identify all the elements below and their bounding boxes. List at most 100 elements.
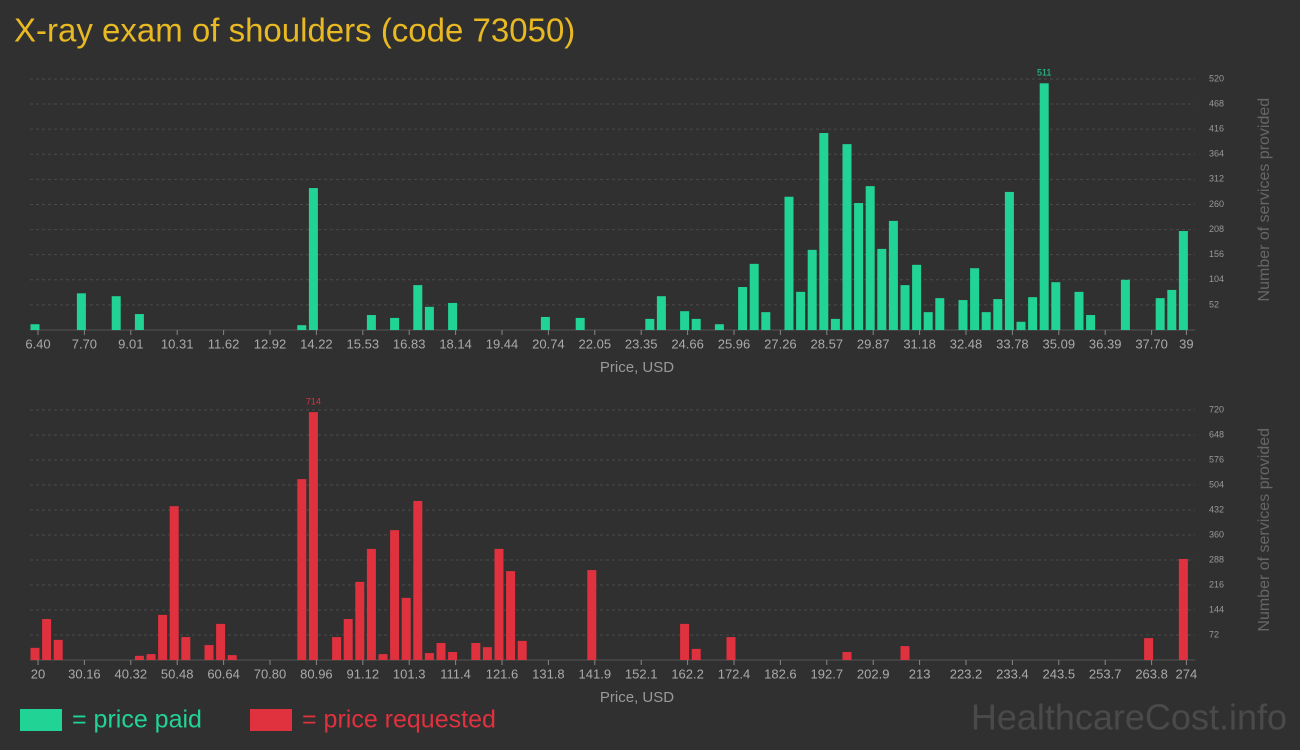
- bar: [1039, 83, 1049, 330]
- x-tick-label: 31.18: [903, 336, 936, 351]
- x-tick-label: 12.92: [254, 336, 287, 351]
- bar: [53, 639, 63, 660]
- bar: [413, 285, 423, 330]
- y-tick-label: 576: [1209, 454, 1224, 464]
- bar: [1004, 191, 1014, 330]
- y-tick-label: 360: [1209, 529, 1224, 539]
- x-tick-label: 182.6: [764, 666, 797, 681]
- x-tick-label: 22.05: [579, 336, 612, 351]
- bar: [1167, 289, 1177, 330]
- y-tick-label: 432: [1209, 504, 1224, 514]
- bar: [366, 315, 376, 330]
- x-tick-label: 10.31: [161, 336, 194, 351]
- x-tick-label: 253.7: [1089, 666, 1122, 681]
- bar: [517, 640, 527, 660]
- bar: [343, 619, 353, 660]
- legend-swatch: [20, 709, 62, 731]
- x-tick-label: 202.9: [857, 666, 890, 681]
- x-tick-label: 40.32: [115, 666, 148, 681]
- bar: [912, 264, 922, 330]
- x-tick-label: 172.4: [718, 666, 751, 681]
- x-tick-label: 121.6: [486, 666, 519, 681]
- x-tick-label: 70.80: [254, 666, 287, 681]
- bar: [575, 317, 585, 330]
- bar: [691, 318, 701, 330]
- x-tick-label: 35.09: [1043, 336, 1076, 351]
- bar: [819, 133, 829, 330]
- bar: [680, 623, 690, 660]
- legend-swatch: [250, 709, 292, 731]
- bar: [111, 296, 121, 330]
- watermark: HealthcareCost.info: [971, 697, 1287, 738]
- y-tick-label: 288: [1209, 554, 1224, 564]
- bar: [216, 623, 226, 660]
- bar: [900, 285, 910, 330]
- bar: [923, 312, 933, 330]
- bar: [448, 302, 458, 330]
- x-tick-label: 192.7: [811, 666, 844, 681]
- bar: [30, 647, 40, 660]
- bar: [494, 548, 504, 660]
- x-tick-label: 223.2: [950, 666, 983, 681]
- bar: [761, 312, 771, 330]
- y-tick-label: 364: [1209, 149, 1224, 159]
- bar: [436, 642, 446, 660]
- y-tick-label: 216: [1209, 579, 1224, 589]
- bar: [227, 655, 237, 660]
- bar: [297, 479, 307, 660]
- x-tick-label: 37.70: [1135, 336, 1168, 351]
- bar: [854, 203, 864, 330]
- bar: [877, 248, 887, 330]
- x-tick-label: 7.70: [72, 336, 97, 351]
- bar: [830, 318, 840, 330]
- bar: [1178, 231, 1188, 330]
- y-tick-label: 468: [1209, 98, 1224, 108]
- x-tick-label: 50.48: [161, 666, 194, 681]
- x-tick-label: 29.87: [857, 336, 890, 351]
- bar: [540, 316, 550, 330]
- y-tick-label: 312: [1209, 174, 1224, 184]
- bar: [30, 324, 40, 330]
- x-tick-label: 152.1: [625, 666, 658, 681]
- legend-label: = price requested: [302, 706, 496, 734]
- x-tick-label: 18.14: [439, 336, 472, 351]
- x-axis-label: Price, USD: [600, 359, 674, 376]
- x-tick-label: 28.57: [811, 336, 844, 351]
- y-tick-label: 104: [1209, 274, 1224, 284]
- y-tick-label: 520: [1209, 73, 1224, 83]
- bar: [970, 268, 980, 330]
- bar: [842, 144, 852, 330]
- bar: [784, 196, 794, 330]
- x-tick-label: 274: [1176, 666, 1198, 681]
- bar: [471, 642, 481, 660]
- bar: [1178, 558, 1188, 660]
- value-label: 511: [1037, 68, 1051, 78]
- bar: [807, 249, 817, 330]
- bar: [390, 530, 400, 660]
- bar: [308, 412, 318, 660]
- bar: [726, 637, 736, 660]
- bar: [1028, 297, 1038, 330]
- bar: [865, 186, 875, 330]
- bar: [1086, 315, 1096, 330]
- x-tick-label: 32.48: [950, 336, 983, 351]
- bar: [842, 652, 852, 660]
- x-axis-label: Price, USD: [600, 689, 674, 706]
- bar: [888, 220, 898, 330]
- y-tick-label: 144: [1209, 604, 1224, 614]
- x-tick-label: 91.12: [347, 666, 380, 681]
- x-tick-label: 20.74: [532, 336, 565, 351]
- x-tick-label: 9.01: [118, 336, 143, 351]
- x-tick-label: 16.83: [393, 336, 426, 351]
- bar: [181, 637, 191, 660]
- bar: [308, 188, 318, 330]
- y-tick-label: 416: [1209, 124, 1224, 134]
- bar: [146, 654, 156, 660]
- bar: [134, 655, 144, 660]
- x-tick-label: 23.35: [625, 336, 658, 351]
- bar: [390, 317, 400, 330]
- x-tick-label: 36.39: [1089, 336, 1122, 351]
- bar: [1155, 298, 1165, 330]
- x-tick-label: 111.4: [440, 666, 471, 681]
- bar: [366, 548, 376, 660]
